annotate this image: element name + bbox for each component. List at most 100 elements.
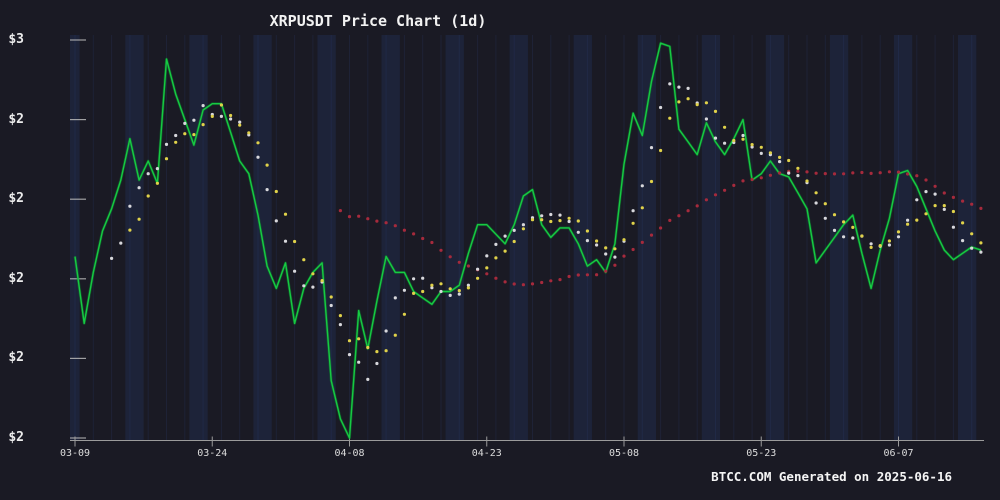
ma7-dot [896, 230, 901, 234]
ma5-dot [164, 142, 169, 146]
ma30-dot [549, 279, 553, 283]
ma30-dot [338, 209, 342, 213]
ma5-dot [146, 172, 150, 176]
ma30-dot [576, 273, 580, 277]
ma30-dot [347, 215, 352, 219]
ma5-dot [613, 255, 617, 259]
ma30-dot [649, 233, 654, 237]
ma7-dot [485, 266, 489, 270]
ma5-dot [283, 239, 288, 243]
ma7-dot [915, 218, 919, 222]
ma5-dot [686, 86, 690, 90]
ma7-dot [723, 125, 727, 129]
ma5-dot [787, 171, 791, 175]
ma5-dot [842, 235, 846, 239]
ma30-dot [384, 221, 388, 225]
ma30-dot [631, 247, 635, 252]
ma5-dot [649, 146, 654, 150]
weekend-band [189, 35, 208, 440]
ma7-dot [604, 246, 608, 250]
ma5-dot [677, 85, 681, 89]
ma7-dot [979, 241, 983, 245]
x-axis-tick-label: 04-23 [471, 448, 502, 459]
y-axis-tick-label: $3 [8, 32, 24, 47]
ma7-dot [631, 221, 635, 225]
ma30-dot [439, 248, 443, 252]
ma7-dot [942, 204, 946, 208]
weekend-band [381, 35, 400, 440]
ma30-dot [530, 282, 535, 286]
ma7-dot [137, 217, 141, 221]
ma7-dot [128, 228, 132, 232]
ma7-dot [951, 209, 956, 214]
weekend-band [445, 35, 464, 440]
ma5-dot [393, 296, 397, 300]
ma30-dot [494, 276, 498, 280]
ma7-dot [878, 244, 882, 248]
ma7-dot [823, 202, 827, 206]
ma30-dot [466, 264, 470, 268]
ma7-dot [503, 249, 507, 253]
ma30-dot [485, 272, 489, 276]
ma30-dot [750, 177, 754, 182]
ma7-dot [695, 103, 699, 107]
ma7-dot [796, 166, 800, 170]
ma5-dot [466, 283, 470, 287]
ma5-dot [549, 212, 553, 217]
ma5-dot [137, 186, 141, 190]
ma5-dot [265, 188, 269, 192]
ma5-dot [567, 219, 571, 224]
ma7-dot [347, 339, 352, 343]
ma30-dot [713, 193, 718, 197]
ma5-dot [219, 114, 223, 118]
ma30-dot [421, 236, 425, 241]
ma7-dot [448, 287, 452, 291]
ma5-dot [347, 353, 352, 357]
ma5-dot [887, 243, 892, 247]
ma5-dot [293, 269, 297, 273]
ma30-dot [695, 204, 699, 208]
weekend-band [317, 35, 336, 440]
ma30-dot [970, 202, 974, 206]
ma5-dot [576, 230, 580, 234]
ma7-dot [961, 221, 965, 225]
ma5-dot [338, 323, 342, 327]
ma7-dot [439, 282, 443, 286]
ma7-dot [613, 247, 617, 251]
ma5-dot [366, 377, 370, 381]
ma5-dot [778, 160, 782, 164]
ma30-dot [842, 172, 846, 176]
weekend-band [70, 35, 80, 440]
ma7-dot [247, 131, 251, 135]
ma5-dot [503, 234, 507, 238]
ma7-dot [412, 291, 416, 295]
ma5-dot [119, 241, 123, 245]
ma5-dot [659, 105, 663, 110]
weekend-band [765, 35, 785, 440]
ma30-dot [814, 171, 818, 175]
ma5-dot [951, 225, 956, 229]
ma30-dot [951, 195, 956, 199]
ma7-dot [421, 289, 425, 294]
price-line [74, 42, 982, 439]
ma30-dot [759, 176, 763, 180]
ma30-dot [961, 199, 965, 203]
ma5-dot [375, 361, 379, 366]
ma7-dot [640, 206, 644, 210]
x-axis-tick-label: 03-09 [59, 448, 91, 459]
ma30-dot [668, 218, 672, 222]
ma7-dot [585, 229, 590, 233]
ma5-dot [585, 239, 590, 243]
ma7-dot [384, 349, 388, 353]
ma7-dot [540, 218, 544, 222]
ma7-dot [274, 189, 278, 194]
ma5-dot [430, 286, 434, 290]
ma7-dot [622, 238, 626, 242]
ma7-dot [704, 101, 709, 105]
ma30-dot [915, 174, 919, 178]
ma7-dot [174, 140, 178, 144]
ma7-dot [430, 283, 434, 287]
ma7-dot [768, 151, 773, 155]
ma7-dot [521, 227, 526, 231]
